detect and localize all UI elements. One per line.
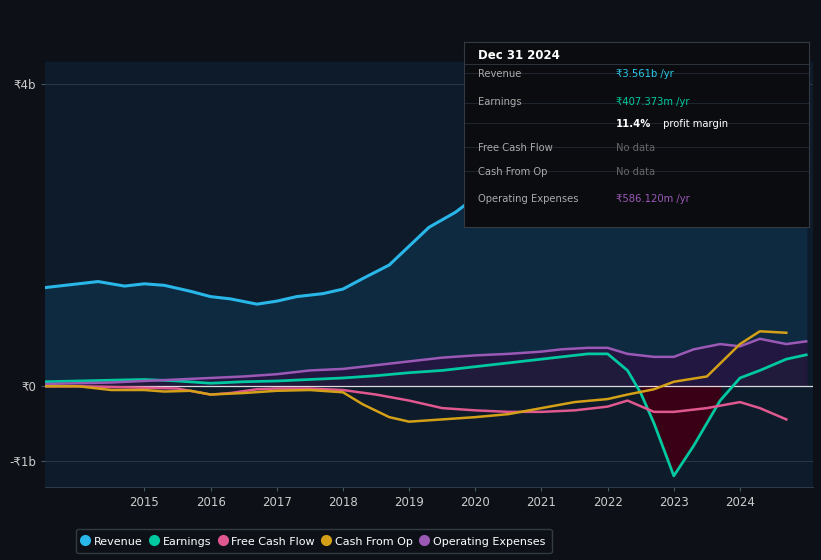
Text: ₹586.120m /yr: ₹586.120m /yr — [616, 194, 690, 204]
Text: Cash From Op: Cash From Op — [478, 167, 547, 177]
Text: Free Cash Flow: Free Cash Flow — [478, 143, 553, 153]
Text: ₹3.561b /yr: ₹3.561b /yr — [616, 69, 673, 79]
Text: No data: No data — [616, 167, 654, 177]
Text: ₹407.373m /yr: ₹407.373m /yr — [616, 97, 689, 108]
Text: Earnings: Earnings — [478, 97, 521, 108]
Text: No data: No data — [616, 143, 654, 153]
Text: Operating Expenses: Operating Expenses — [478, 194, 578, 204]
Text: Dec 31 2024: Dec 31 2024 — [478, 49, 560, 62]
Text: profit margin: profit margin — [660, 119, 728, 129]
Text: 11.4%: 11.4% — [616, 119, 651, 129]
Legend: Revenue, Earnings, Free Cash Flow, Cash From Op, Operating Expenses: Revenue, Earnings, Free Cash Flow, Cash … — [76, 529, 552, 553]
Text: Revenue: Revenue — [478, 69, 521, 79]
